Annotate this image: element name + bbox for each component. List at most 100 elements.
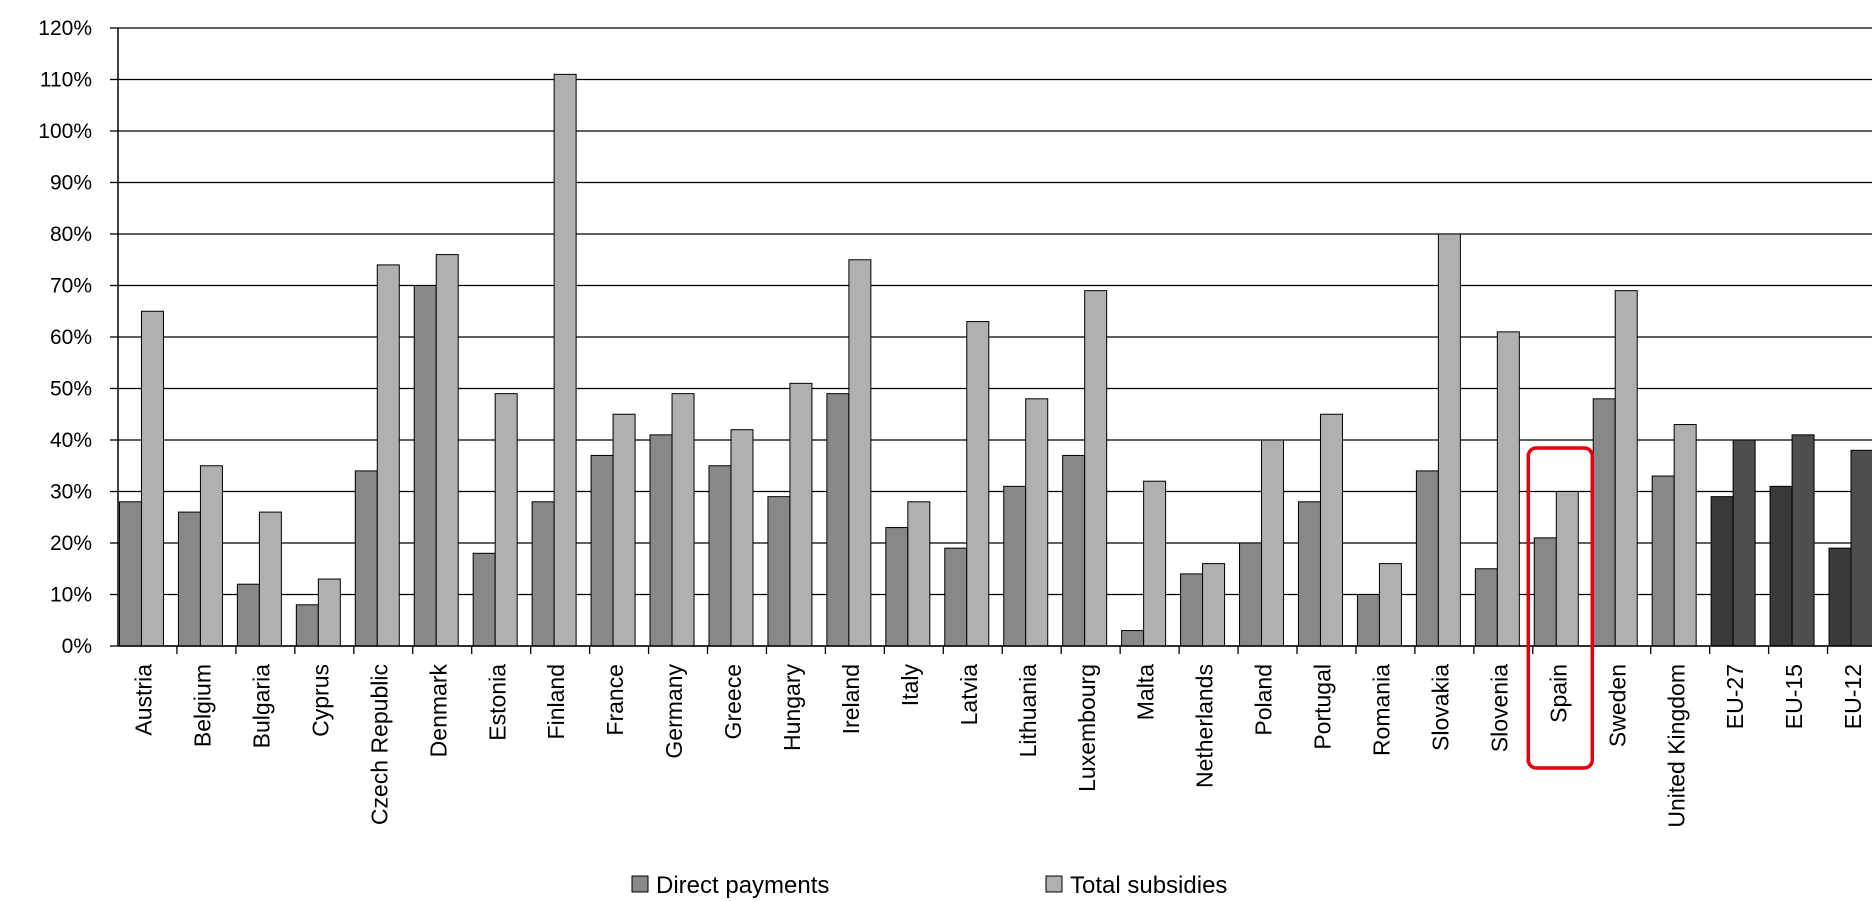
bar-total-subsidies-ireland [848, 259, 872, 647]
bar-direct-payments-slovakia [1415, 470, 1439, 647]
bar-total-subsidies-latvia [966, 321, 990, 647]
bar-total-subsidies-czech-republic [376, 264, 400, 647]
bar-direct-payments-france [590, 454, 614, 647]
y-tick-label: 60% [50, 326, 92, 349]
x-tick-label-eu-15: EU-15 [1781, 664, 1807, 729]
y-tick-label: 90% [50, 172, 92, 195]
bar-direct-payments-eu-15 [1769, 485, 1793, 647]
x-axis-ticks: Austria Belgium Bulgaria Cyprus Czech Republ… [131, 664, 1867, 828]
bar-total-subsidies-lithuania [1025, 398, 1049, 647]
bar-total-subsidies-eu-15 [1791, 434, 1815, 647]
x-tick-label-sweden: Sweden [1604, 664, 1630, 747]
bar-total-subsidies-spain [1555, 491, 1579, 647]
legend-label-direct-payments: Direct payments [656, 872, 829, 899]
y-tick-label: 50% [50, 378, 92, 401]
legend-item-total-subsidies: Total subsidies [1045, 872, 1227, 899]
y-tick-label: 20% [50, 532, 92, 555]
x-tick-label-belgium: Belgium [190, 664, 216, 747]
x-tick-label-denmark: Denmark [425, 664, 451, 758]
x-tick-label-portugal: Portugal [1310, 664, 1336, 750]
x-tick-label-luxembourg: Luxembourg [1074, 664, 1100, 792]
x-tick-label-netherlands: Netherlands [1192, 664, 1218, 788]
bar-total-subsidies-poland [1261, 439, 1285, 647]
x-tick-label-romania: Romania [1369, 664, 1395, 756]
bar-direct-payments-germany [649, 434, 673, 647]
bar-direct-payments-spain [1533, 537, 1557, 647]
grid-lines [118, 27, 1872, 647]
x-tick-label-germany: Germany [661, 664, 687, 759]
bar-direct-payments-united-kingdom [1651, 475, 1675, 647]
bar-total-subsidies-eu-27 [1732, 439, 1756, 647]
x-tick-label-hungary: Hungary [779, 664, 805, 751]
x-tick-label-bulgaria: Bulgaria [248, 664, 274, 749]
bar-direct-payments-greece [708, 465, 732, 647]
bar-total-subsidies-greece [730, 429, 754, 647]
bar-total-subsidies-finland [553, 73, 577, 647]
legend: Direct payments Total subsidies [631, 872, 1227, 899]
bar-direct-payments-romania [1356, 594, 1380, 647]
y-tick-label: 10% [50, 584, 92, 607]
bar-total-subsidies-luxembourg [1084, 290, 1108, 647]
x-tick-label-estonia: Estonia [484, 664, 510, 741]
bars [118, 73, 1872, 647]
y-tick-label: 100% [38, 120, 92, 143]
bar-direct-payments-malta [1121, 630, 1145, 647]
highlight-box [1526, 446, 1595, 770]
bar-total-subsidies-austria [140, 310, 164, 647]
y-tick-label: 80% [50, 223, 92, 246]
x-tick-label-france: France [602, 664, 628, 736]
bar-direct-payments-slovenia [1474, 568, 1498, 647]
x-tick-label-ireland: Ireland [838, 664, 864, 734]
bar-direct-payments-belgium [177, 511, 201, 647]
bar-direct-payments-eu-12 [1828, 547, 1852, 647]
x-tick-label-latvia: Latvia [956, 664, 982, 726]
legend-item-direct-payments: Direct payments [631, 872, 829, 899]
bar-total-subsidies-cyprus [317, 578, 341, 647]
x-tick-label-italy: Italy [897, 664, 923, 707]
legend-label-total-subsidies: Total subsidies [1070, 872, 1227, 899]
bar-direct-payments-latvia [944, 547, 968, 647]
x-tick-label-slovenia: Slovenia [1486, 664, 1512, 752]
x-tick-label-austria: Austria [131, 664, 157, 736]
bar-total-subsidies-france [612, 413, 636, 647]
bar-total-subsidies-netherlands [1202, 563, 1226, 647]
bar-direct-payments-cyprus [295, 604, 319, 647]
bar-total-subsidies-belgium [199, 465, 223, 647]
legend-swatch-total-subsidies [1045, 875, 1063, 893]
y-tick-label: 30% [50, 481, 92, 504]
legend-swatch-direct-payments [631, 875, 649, 893]
y-tick-label: 120% [38, 17, 92, 40]
x-tick-label-eu-12: EU-12 [1840, 664, 1866, 729]
bar-direct-payments-sweden [1592, 398, 1616, 647]
y-tick-label: 40% [50, 429, 92, 452]
bar-direct-payments-bulgaria [236, 583, 260, 647]
x-tick-label-lithuania: Lithuania [1015, 664, 1041, 758]
bar-direct-payments-austria [118, 501, 142, 647]
bar-direct-payments-netherlands [1180, 573, 1204, 647]
bar-total-subsidies-eu-12 [1850, 449, 1872, 647]
bar-total-subsidies-romania [1378, 563, 1402, 647]
bar-total-subsidies-italy [907, 501, 931, 647]
x-tick-label-united-kingdom: United Kingdom [1663, 664, 1689, 828]
bar-direct-payments-estonia [472, 552, 496, 647]
bar-total-subsidies-malta [1143, 480, 1167, 647]
bar-direct-payments-lithuania [1003, 485, 1027, 647]
bar-direct-payments-luxembourg [1062, 454, 1086, 647]
bar-direct-payments-italy [885, 527, 909, 647]
y-tick-label: 110% [40, 69, 92, 92]
x-tick-label-spain: Spain [1545, 664, 1571, 723]
x-tick-label-poland: Poland [1251, 664, 1277, 736]
bar-total-subsidies-portugal [1319, 413, 1343, 647]
bar-direct-payments-ireland [826, 393, 850, 647]
bar-total-subsidies-slovenia [1496, 331, 1520, 647]
bar-total-subsidies-sweden [1614, 290, 1638, 647]
bar-direct-payments-denmark [413, 285, 437, 647]
x-tick-label-czech-republic: Czech Republic [366, 664, 392, 825]
bar-direct-payments-portugal [1297, 501, 1321, 647]
x-tick-label-cyprus: Cyprus [307, 664, 333, 737]
y-tick-label: 70% [50, 275, 92, 298]
bar-direct-payments-hungary [767, 496, 791, 647]
y-tick-label: 0% [62, 635, 92, 658]
x-tick-label-slovakia: Slovakia [1427, 664, 1453, 751]
